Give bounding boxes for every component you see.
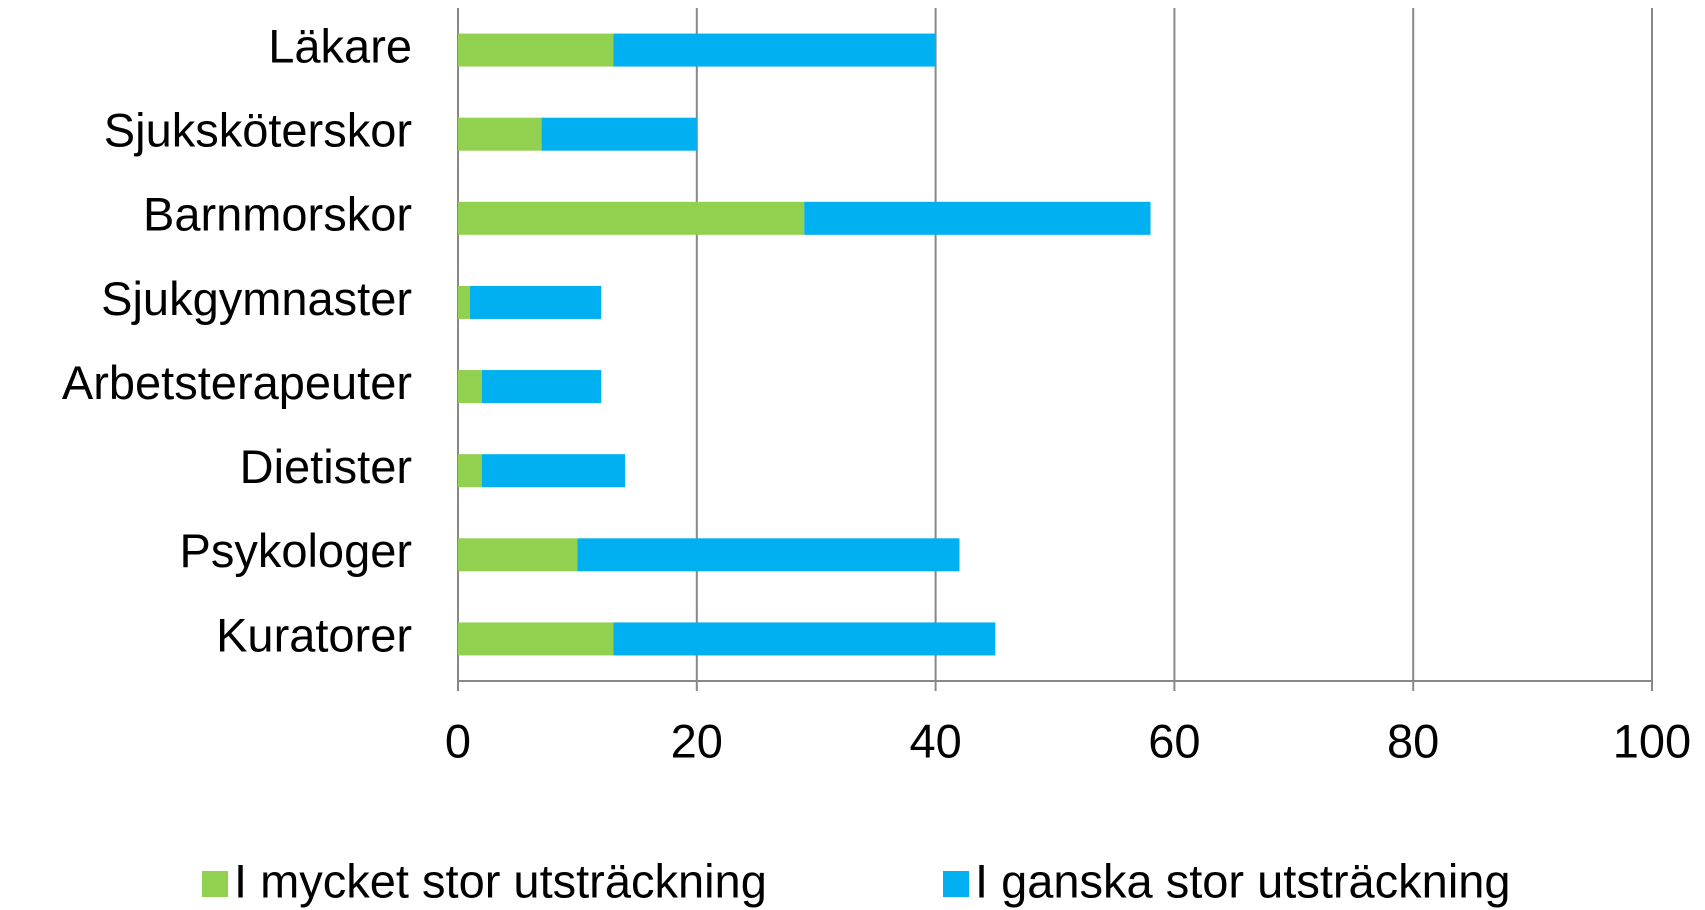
legend-swatch [202, 871, 228, 897]
bar-segment [458, 33, 614, 67]
x-tick-label: 80 [1387, 714, 1439, 767]
bar-segment [804, 201, 1151, 235]
bar-segment [458, 538, 578, 572]
bar-segment [481, 370, 602, 404]
bar-segment [469, 285, 602, 319]
legend-label: I ganska stor utsträckning [975, 854, 1511, 907]
y-tick-label: Arbetsterapeuter [62, 356, 412, 409]
legend-label: I mycket stor utsträckning [234, 854, 767, 907]
legend-swatch [943, 871, 969, 897]
x-tick-label: 0 [445, 714, 471, 767]
bar-segment [613, 622, 996, 656]
y-tick-label: Sjuksköterskor [104, 104, 412, 157]
bar-segment [458, 370, 482, 404]
y-tick-label: Barnmorskor [143, 188, 412, 241]
x-tick-label: 60 [1148, 714, 1200, 767]
y-tick-label: Sjukgymnaster [101, 272, 412, 325]
y-tick-label: Psykologer [180, 524, 413, 577]
x-tick-label: 40 [909, 714, 961, 767]
y-tick-label: Dietister [240, 440, 412, 493]
bar-segment [458, 201, 805, 235]
x-tick-label: 100 [1613, 714, 1691, 767]
bar-segment [458, 117, 542, 151]
x-tick-label: 20 [671, 714, 723, 767]
bar-segment [458, 285, 470, 319]
bar-segment [577, 538, 960, 572]
y-tick-label: Kuratorer [216, 608, 412, 661]
bar-segment [458, 622, 614, 656]
bar-segment [613, 33, 936, 67]
bar-segment [541, 117, 697, 151]
bar-segment [458, 454, 482, 488]
bar-segment [481, 454, 626, 488]
y-tick-label: Läkare [268, 19, 412, 72]
